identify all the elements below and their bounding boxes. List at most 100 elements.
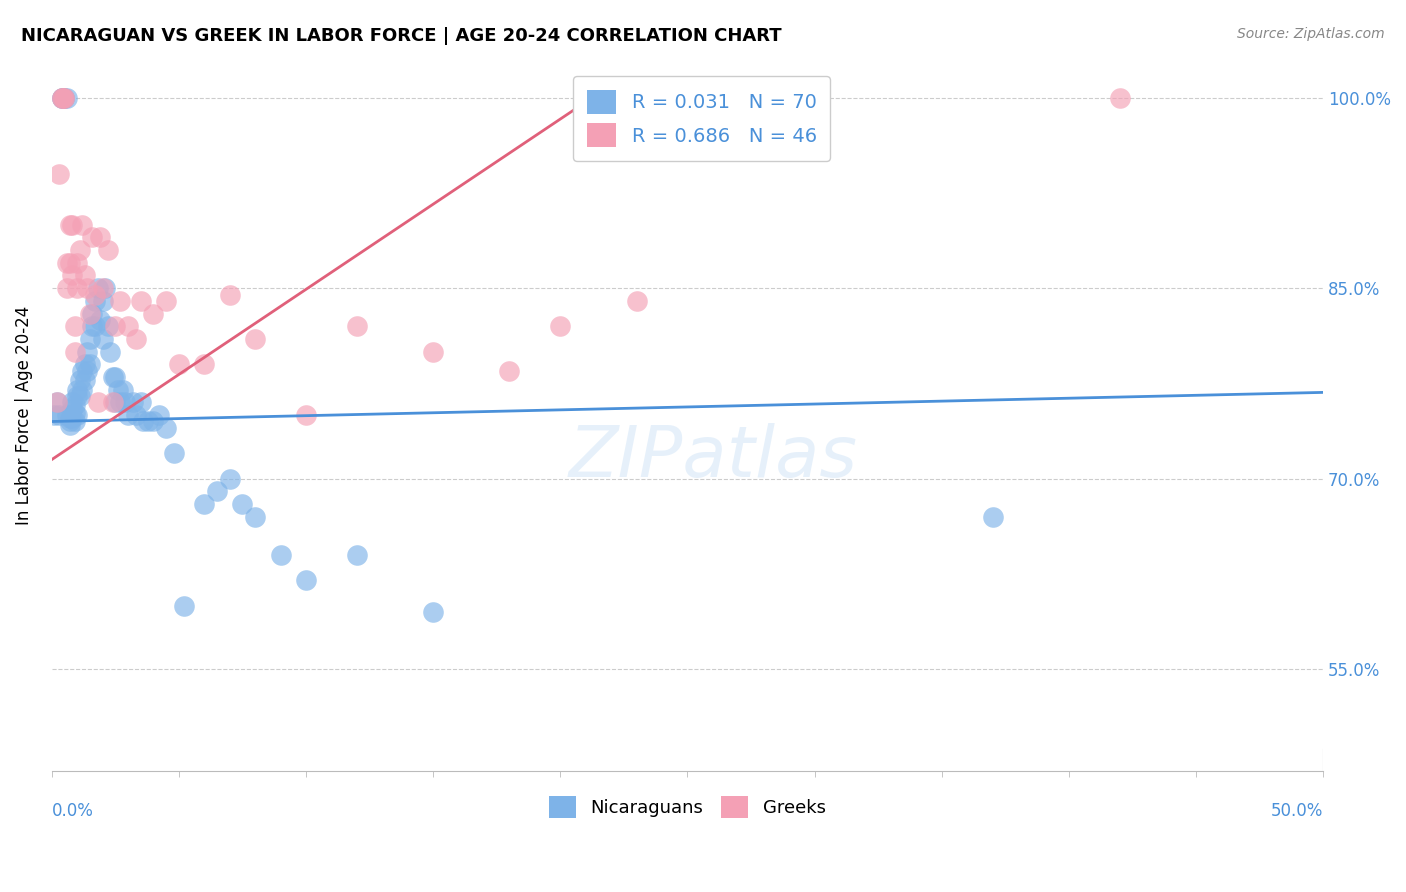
- Point: [63, 406, 86, 420]
- Point: [148, 408, 170, 422]
- Text: Source: ZipAtlas.com: Source: ZipAtlas.com: [1237, 27, 1385, 41]
- Point: [498, 364, 520, 378]
- Point: [53, 91, 76, 105]
- Point: [53, 91, 76, 105]
- Point: [72, 383, 94, 397]
- Point: [58, 418, 80, 433]
- Point: [107, 383, 129, 397]
- Text: 50.0%: 50.0%: [1271, 803, 1323, 821]
- Y-axis label: In Labor Force | Age 20-24: In Labor Force | Age 20-24: [15, 306, 32, 524]
- Point: [51, 91, 73, 105]
- Point: [84, 287, 107, 301]
- Point: [550, 319, 572, 334]
- Text: NICARAGUAN VS GREEK IN LABOR FORCE | AGE 20-24 CORRELATION CHART: NICARAGUAN VS GREEK IN LABOR FORCE | AGE…: [21, 27, 782, 45]
- Point: [142, 415, 165, 429]
- Point: [56, 91, 79, 105]
- Point: [60, 268, 83, 283]
- Point: [51, 91, 73, 105]
- Point: [132, 415, 155, 429]
- Point: [104, 370, 127, 384]
- Point: [60, 410, 83, 425]
- Point: [86, 395, 108, 409]
- Point: [79, 307, 101, 321]
- Point: [138, 415, 160, 429]
- Point: [60, 401, 83, 416]
- Point: [76, 281, 98, 295]
- Point: [346, 548, 368, 562]
- Point: [117, 408, 139, 422]
- Point: [51, 91, 73, 105]
- Point: [53, 91, 76, 105]
- Point: [58, 410, 80, 425]
- Point: [86, 281, 108, 295]
- Point: [97, 243, 120, 257]
- Point: [243, 332, 266, 346]
- Point: [82, 307, 104, 321]
- Legend: Nicaraguans, Greeks: Nicaraguans, Greeks: [541, 789, 834, 826]
- Point: [626, 293, 648, 308]
- Point: [104, 319, 127, 334]
- Point: [53, 91, 76, 105]
- Point: [155, 293, 177, 308]
- Point: [270, 548, 292, 562]
- Point: [66, 281, 89, 295]
- Point: [73, 268, 96, 283]
- Point: [101, 395, 124, 409]
- Point: [117, 319, 139, 334]
- Point: [422, 605, 444, 619]
- Point: [76, 344, 98, 359]
- Point: [346, 319, 368, 334]
- Point: [66, 389, 89, 403]
- Point: [124, 332, 146, 346]
- Point: [51, 91, 73, 105]
- Text: 0.0%: 0.0%: [52, 803, 94, 821]
- Point: [44, 408, 66, 422]
- Point: [56, 256, 79, 270]
- Point: [205, 484, 228, 499]
- Point: [82, 319, 104, 334]
- Point: [218, 472, 240, 486]
- Point: [193, 357, 215, 371]
- Point: [111, 383, 134, 397]
- Point: [60, 218, 83, 232]
- Point: [79, 332, 101, 346]
- Point: [45, 395, 67, 409]
- Point: [63, 319, 86, 334]
- Point: [84, 319, 107, 334]
- Point: [56, 408, 79, 422]
- Point: [243, 509, 266, 524]
- Point: [66, 383, 89, 397]
- Point: [98, 344, 121, 359]
- Point: [163, 446, 186, 460]
- Point: [218, 287, 240, 301]
- Point: [63, 344, 86, 359]
- Point: [94, 281, 117, 295]
- Point: [58, 256, 80, 270]
- Point: [63, 398, 86, 412]
- Point: [89, 230, 111, 244]
- Point: [422, 344, 444, 359]
- Point: [60, 395, 83, 409]
- Point: [173, 599, 195, 613]
- Point: [72, 364, 94, 378]
- Point: [58, 415, 80, 429]
- Point: [1108, 91, 1130, 105]
- Point: [110, 293, 132, 308]
- Point: [91, 281, 114, 295]
- Point: [104, 395, 127, 409]
- Point: [79, 357, 101, 371]
- Point: [63, 415, 86, 429]
- Point: [48, 167, 70, 181]
- Point: [72, 218, 94, 232]
- Point: [193, 497, 215, 511]
- Point: [48, 408, 70, 422]
- Point: [155, 421, 177, 435]
- Point: [124, 408, 146, 422]
- Point: [69, 389, 91, 403]
- Point: [73, 373, 96, 387]
- Point: [114, 395, 136, 409]
- Point: [66, 408, 89, 422]
- Point: [231, 497, 253, 511]
- Point: [73, 357, 96, 371]
- Point: [142, 307, 165, 321]
